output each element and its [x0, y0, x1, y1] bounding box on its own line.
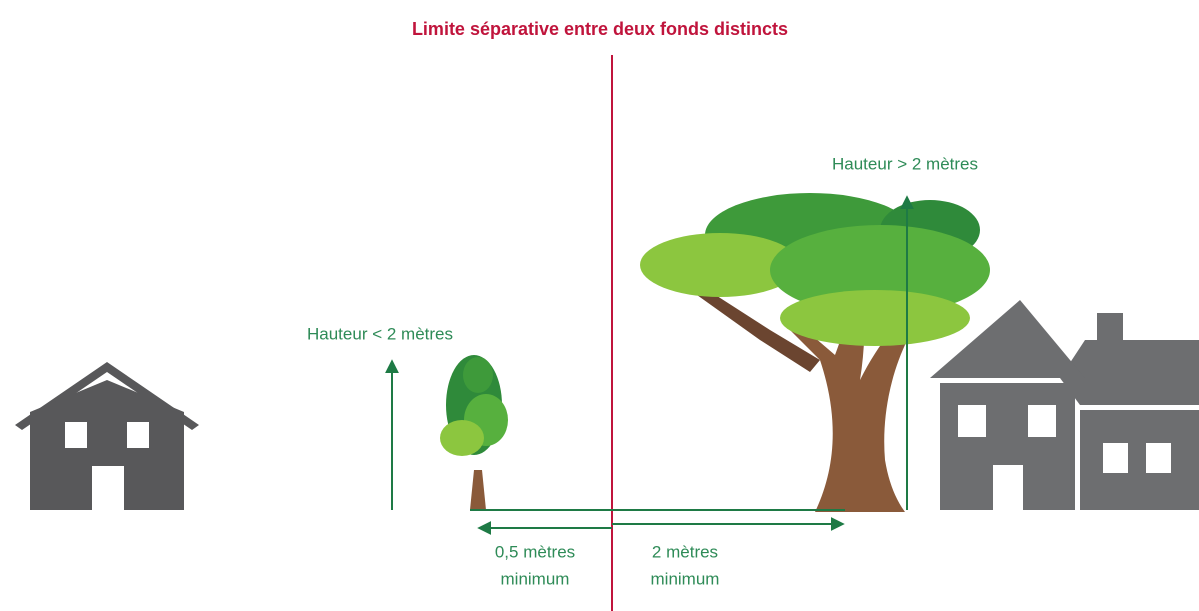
title: Limite séparative entre deux fonds disti…: [412, 19, 788, 39]
distance-label: minimum: [501, 569, 570, 588]
small-tree: [440, 355, 508, 510]
short-height-label: Hauteur < 2 mètres: [307, 324, 453, 343]
distance-label: 2 mètres: [652, 542, 718, 561]
right-house: [930, 300, 1199, 510]
distance-label: minimum: [651, 569, 720, 588]
left-house: [15, 362, 199, 510]
distance-label: 0,5 mètres: [495, 542, 575, 561]
big-tree: [640, 193, 990, 512]
tall-height-label: Hauteur > 2 mètres: [832, 154, 978, 173]
diagram: Limite séparative entre deux fonds disti…: [0, 0, 1199, 611]
